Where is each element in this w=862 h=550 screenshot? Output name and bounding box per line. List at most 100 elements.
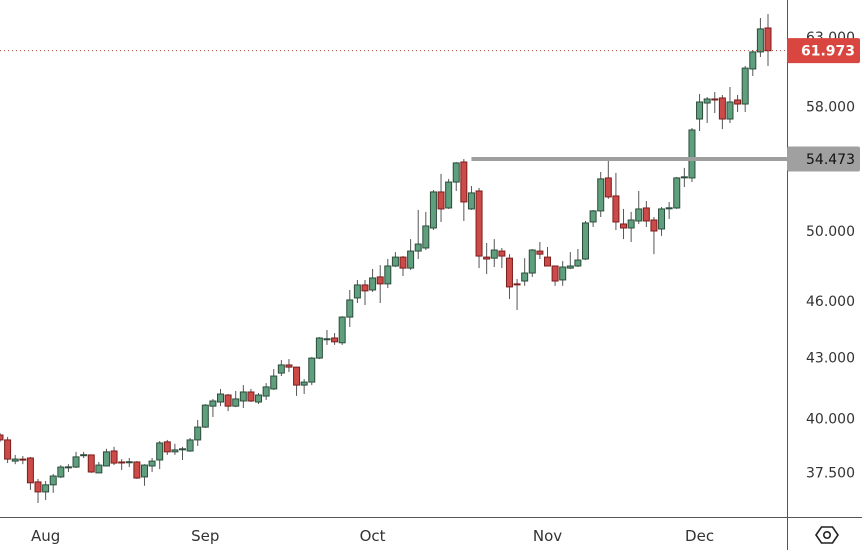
hexagon-settings-icon[interactable]: [815, 526, 839, 544]
candle-up: [277, 360, 285, 377]
candle-body: [756, 28, 764, 53]
candle-body: [384, 265, 392, 285]
time-axis[interactable]: Aug Sep Oct Nov Dec: [31, 527, 714, 545]
candle-body: [467, 192, 475, 210]
candle-up: [528, 248, 536, 277]
candle-up: [665, 201, 673, 219]
candle-body: [95, 464, 103, 474]
candle-down: [118, 459, 126, 470]
candle-up: [186, 437, 194, 452]
candle-up: [429, 190, 437, 230]
candle-up: [239, 385, 247, 409]
candle-up: [467, 186, 475, 210]
candle-body: [224, 394, 232, 407]
candle-up: [201, 404, 209, 428]
candle-body: [118, 461, 126, 464]
candle-body: [171, 449, 179, 453]
candle-down: [285, 359, 293, 373]
candle-body: [49, 475, 57, 486]
time-tick-label: Dec: [685, 527, 714, 545]
candle-up: [673, 176, 681, 209]
last-price-label: 61.973: [801, 44, 855, 60]
candle-body: [475, 190, 483, 257]
price-axis[interactable]: 63.000 58.000 50.000 46.000 43.000 40.00…: [806, 30, 855, 482]
candle-body: [490, 249, 498, 259]
candle-up: [627, 211, 635, 242]
candle-body: [125, 461, 133, 464]
candle-body: [80, 454, 88, 457]
candle-body: [239, 391, 247, 402]
candle-body: [498, 250, 506, 257]
candle-up: [125, 457, 133, 468]
candle-down: [293, 366, 301, 396]
candle-up: [156, 441, 164, 470]
candle-up: [80, 451, 88, 458]
candle-down: [399, 256, 407, 277]
candle-up: [262, 383, 270, 400]
candle-body: [163, 441, 171, 453]
candle-body: [680, 176, 688, 179]
candle-body: [293, 366, 301, 386]
candle-up: [696, 93, 704, 132]
candle-up: [597, 171, 605, 218]
candle-up: [452, 162, 460, 191]
candle-body: [308, 357, 316, 383]
time-tick-label: Aug: [31, 527, 60, 545]
candle-body: [217, 393, 225, 403]
candle-body: [148, 460, 156, 467]
candle-up: [315, 337, 323, 360]
candle-body: [110, 450, 118, 464]
candle-body: [582, 222, 590, 260]
candle-body: [726, 101, 734, 120]
candle-down: [331, 333, 339, 345]
price-tick-label: 43.000: [806, 351, 855, 367]
candle-up: [217, 388, 225, 407]
candle-down: [475, 187, 483, 269]
candle-down: [498, 247, 506, 269]
candle-up: [178, 446, 186, 460]
candle-up: [749, 50, 757, 77]
candle-body: [528, 249, 536, 274]
candle-up: [346, 289, 354, 328]
time-tick-label: Nov: [533, 527, 562, 545]
candle-down: [437, 173, 445, 222]
candle-up: [64, 464, 72, 472]
candle-body: [140, 464, 148, 478]
candle-body: [277, 364, 285, 374]
price-tick-label: 50.000: [806, 224, 855, 240]
candle-up: [414, 209, 422, 260]
candle-up: [680, 167, 688, 187]
candle-body: [627, 219, 635, 229]
candle-down: [734, 94, 742, 112]
candle-body: [26, 457, 34, 484]
horizontal-level-label: 54.473: [806, 152, 855, 168]
candle-body: [323, 338, 331, 341]
candle-body: [19, 458, 27, 461]
last-price-badge: 61.973: [787, 38, 860, 64]
candle-body: [460, 161, 468, 203]
candle-body: [505, 257, 513, 288]
candle-up: [323, 330, 331, 345]
candle-up: [369, 268, 377, 292]
horizontal-level-badge: 54.473: [787, 146, 860, 172]
candle-body: [331, 337, 339, 343]
candle-body: [597, 178, 605, 212]
candle-body: [734, 99, 742, 105]
candle-down: [4, 436, 12, 464]
candle-up: [521, 258, 529, 286]
candle-down: [711, 91, 719, 114]
candle-down: [460, 159, 468, 221]
candle-up: [300, 379, 308, 395]
candle-body: [620, 223, 628, 229]
candle-body: [612, 195, 620, 223]
candle-body: [72, 456, 80, 468]
candle-body: [650, 219, 658, 232]
candle-body: [483, 256, 491, 260]
candle-up: [422, 211, 430, 251]
candle-down: [505, 254, 513, 300]
candle-down: [19, 456, 27, 465]
candle-body: [102, 451, 110, 467]
candle-down: [642, 200, 650, 227]
candle-up: [140, 464, 148, 486]
